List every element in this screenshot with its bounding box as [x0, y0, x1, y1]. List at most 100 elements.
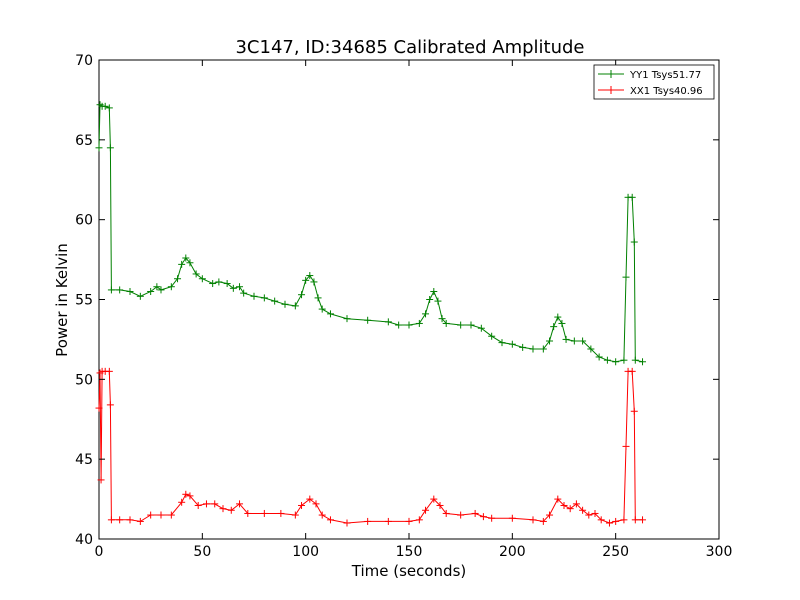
- data-point: [326, 516, 334, 524]
- data-point: [136, 517, 144, 525]
- data-point: [508, 514, 516, 522]
- data-point: [167, 283, 175, 291]
- data-point: [560, 501, 568, 509]
- x-tick-label: 100: [292, 544, 319, 560]
- data-point: [562, 335, 570, 343]
- x-tick-label: 50: [193, 544, 211, 560]
- data-point: [310, 278, 318, 286]
- data-point: [405, 517, 413, 525]
- plot-frame: [98, 59, 720, 540]
- x-tick-label: 300: [706, 544, 733, 560]
- data-point: [281, 300, 289, 308]
- data-point: [244, 509, 252, 517]
- data-point: [236, 500, 244, 508]
- data-point: [209, 280, 217, 288]
- data-point: [186, 259, 194, 267]
- data-point: [126, 288, 134, 296]
- data-point: [298, 501, 306, 509]
- legend-label-xx1: XX1 Tsys40.96: [630, 86, 703, 97]
- data-point: [620, 356, 628, 364]
- data-point: [422, 506, 430, 514]
- data-point: [107, 516, 115, 524]
- data-point: [457, 321, 465, 329]
- data-point: [479, 513, 487, 521]
- data-point: [622, 273, 630, 281]
- data-point: [630, 407, 638, 415]
- plot-area: 0 50 100 150 200 250 300 40 45 50 55 60 65 70: [75, 53, 732, 560]
- data-point: [229, 284, 237, 292]
- data-point: [107, 286, 115, 294]
- data-point: [227, 506, 235, 514]
- y-tick-label: 60: [75, 213, 93, 229]
- legend-entry-xx1: XX1 Tsys40.96: [598, 86, 703, 97]
- data-point: [306, 272, 314, 280]
- data-point: [343, 519, 351, 527]
- data-point: [106, 401, 114, 409]
- data-point: [566, 505, 574, 513]
- y-tick-label: 50: [75, 372, 93, 388]
- tick-layer: 0 50 100 150 200 250 300 40 45 50 55 60 65 70: [75, 53, 732, 560]
- data-point: [240, 289, 248, 297]
- data-point: [384, 517, 392, 525]
- x-tick-label: 200: [499, 544, 526, 560]
- legend: YY1 Tsys51.77 XX1 Tsys40.96: [593, 64, 715, 100]
- y-tick-label: 70: [75, 53, 93, 69]
- data-point: [153, 283, 161, 291]
- data-point: [211, 500, 219, 508]
- data-point: [95, 144, 103, 152]
- data-point: [415, 516, 423, 524]
- data-point: [326, 310, 334, 318]
- data-point: [174, 275, 182, 283]
- data-point: [639, 516, 647, 524]
- y-tick-label: 45: [75, 452, 93, 468]
- data-point: [639, 358, 647, 366]
- data-point: [498, 339, 506, 347]
- data-point: [157, 286, 165, 294]
- data-point: [95, 404, 103, 412]
- data-point: [539, 345, 547, 353]
- data-point: [302, 276, 310, 284]
- data-point: [415, 319, 423, 327]
- data-point: [430, 495, 438, 503]
- data-point: [178, 498, 186, 506]
- data-point: [202, 500, 210, 508]
- data-point: [116, 286, 124, 294]
- data-point: [106, 144, 114, 152]
- data-point: [312, 500, 320, 508]
- data-point: [250, 292, 258, 300]
- data-point: [430, 288, 438, 296]
- data-point: [364, 517, 372, 525]
- data-point: [219, 505, 227, 513]
- data-point: [587, 345, 595, 353]
- data-point: [422, 310, 430, 318]
- data-point: [298, 291, 306, 299]
- data-point: [215, 278, 223, 286]
- data-point: [434, 297, 442, 305]
- data-point: [105, 104, 113, 112]
- data-point: [467, 321, 475, 329]
- data-point: [364, 316, 372, 324]
- x-axis-label: Time (seconds): [351, 562, 467, 580]
- data-point: [631, 356, 639, 364]
- data-point: [612, 517, 620, 525]
- data-point: [612, 358, 620, 366]
- data-point: [585, 511, 593, 519]
- y-tick-label: 55: [75, 293, 93, 309]
- data-point: [597, 516, 605, 524]
- data-point: [554, 313, 562, 321]
- data-point: [442, 319, 450, 327]
- data-point: [192, 270, 200, 278]
- data-point: [178, 260, 186, 268]
- data-point: [236, 283, 244, 291]
- data-point: [314, 294, 322, 302]
- data-point: [186, 492, 194, 500]
- data-point: [306, 495, 314, 503]
- legend-box: [593, 64, 715, 100]
- x-tick-label: 0: [95, 544, 104, 560]
- data-point: [605, 519, 613, 527]
- data-point: [436, 501, 444, 509]
- data-point: [260, 509, 268, 517]
- data-point: [318, 511, 326, 519]
- data-point: [546, 337, 554, 345]
